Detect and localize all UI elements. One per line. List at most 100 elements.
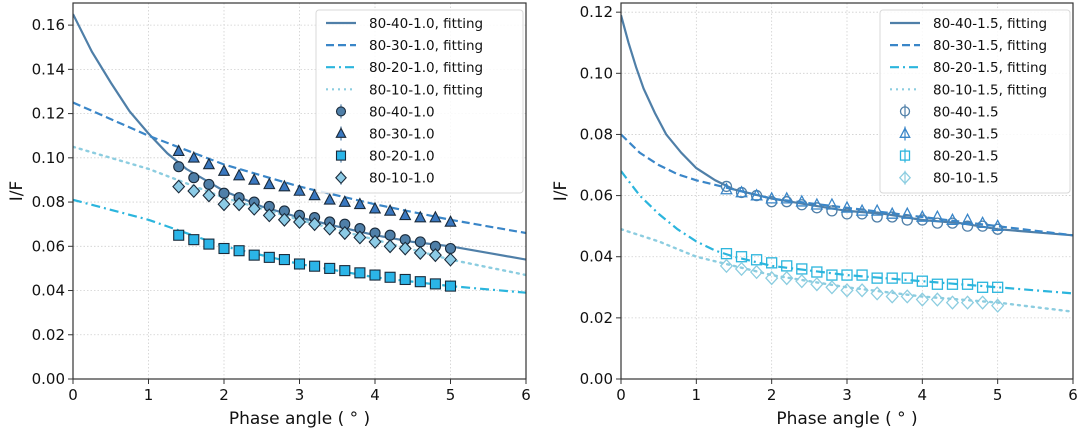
data-point	[233, 245, 245, 257]
data-point	[870, 286, 884, 301]
data-point	[338, 225, 352, 241]
legend-label: 80-30-1.5, fitting	[933, 38, 1047, 54]
data-point	[308, 217, 322, 232]
data-point	[323, 221, 337, 236]
x-tick-label: 6	[521, 386, 531, 404]
data-point	[810, 197, 824, 210]
data-point	[841, 269, 853, 281]
data-point	[203, 238, 215, 250]
data-point	[444, 215, 457, 227]
x-tick-label: 4	[918, 386, 928, 404]
data-point	[945, 295, 960, 310]
data-point	[263, 251, 275, 263]
y-tick-label: 0.08	[580, 125, 613, 143]
legend-label: 80-40-1.5, fitting	[933, 16, 1047, 32]
legend-label: 80-30-1.5	[933, 127, 999, 143]
data-point	[886, 272, 898, 284]
data-point	[353, 197, 367, 210]
data-point	[915, 292, 929, 307]
data-point	[293, 184, 306, 196]
data-point	[946, 278, 959, 290]
y-axis-label: I/F	[7, 181, 27, 202]
data-point	[916, 209, 929, 222]
data-point	[188, 234, 200, 246]
data-point	[232, 197, 246, 212]
x-axis-label: Phase angle ( ° )	[776, 409, 917, 429]
data-point	[339, 265, 351, 277]
data-point	[383, 203, 397, 216]
y-tick-label: 0.04	[32, 282, 65, 300]
data-point	[414, 236, 426, 248]
series-80-20-1.0	[173, 229, 457, 292]
data-point	[734, 261, 749, 277]
legend-label: 80-10-1.5, fitting	[933, 82, 1047, 98]
data-point	[263, 177, 276, 190]
legend-label: 80-20-1.0, fitting	[369, 60, 483, 76]
y-tick-label: 0.16	[32, 16, 65, 34]
data-point	[901, 272, 913, 284]
x-tick-label: 0	[68, 386, 78, 404]
data-point	[218, 187, 230, 199]
data-point	[765, 270, 779, 286]
data-point	[826, 269, 838, 281]
data-point	[735, 251, 748, 263]
data-point	[931, 217, 944, 229]
data-point	[398, 241, 412, 256]
data-point	[217, 197, 231, 212]
fit-line-80-20-1.5	[621, 170, 1073, 295]
legend-label: 80-20-1.5, fitting	[933, 60, 1047, 76]
data-point	[247, 201, 261, 216]
legend-label: 80-10-1.5	[933, 171, 999, 187]
y-tick-label: 0.08	[32, 193, 65, 211]
data-point	[750, 188, 763, 201]
legend-label: 80-30-1.0	[369, 127, 435, 143]
legend-label: 80-40-1.0, fitting	[369, 16, 483, 32]
x-tick-label: 4	[370, 386, 380, 404]
data-point	[278, 254, 290, 266]
series-80-10-1.0	[172, 179, 457, 267]
y-tick-label: 0.14	[32, 60, 65, 78]
data-point	[885, 206, 899, 219]
data-point	[840, 200, 854, 213]
data-point	[931, 278, 944, 290]
legend-marker-swatch	[899, 126, 911, 138]
data-point	[961, 212, 974, 225]
data-point	[991, 298, 1005, 313]
data-point	[429, 278, 441, 290]
x-tick-label: 3	[295, 386, 305, 404]
fit-line-80-30-1.5	[621, 133, 1073, 237]
data-point	[885, 289, 899, 304]
data-point	[766, 257, 778, 269]
x-tick-label: 1	[692, 386, 702, 404]
y-tick-label: 0.06	[32, 237, 65, 255]
data-point	[173, 229, 185, 241]
data-point	[780, 270, 794, 286]
legend-marker-swatch	[335, 106, 347, 117]
data-point	[796, 263, 808, 275]
legend-marker-swatch	[335, 171, 347, 185]
y-tick-label: 0.10	[32, 149, 65, 167]
x-tick-label: 6	[1068, 386, 1078, 404]
data-point	[187, 183, 201, 199]
data-point	[293, 258, 306, 270]
data-point	[841, 208, 853, 220]
data-point	[765, 191, 778, 204]
data-point	[750, 254, 763, 266]
data-point	[399, 208, 412, 221]
data-point	[202, 157, 216, 170]
data-point	[795, 194, 809, 207]
data-point	[173, 161, 185, 173]
data-point	[324, 262, 336, 274]
data-point	[368, 234, 382, 249]
y-tick-label: 0.00	[32, 370, 65, 388]
data-point	[780, 191, 794, 204]
data-point	[354, 267, 366, 279]
legend-marker-swatch	[898, 171, 912, 185]
data-point	[413, 245, 427, 260]
y-tick-label: 0.12	[580, 3, 613, 21]
data-point	[825, 197, 839, 210]
data-point	[172, 144, 185, 156]
data-point	[961, 220, 974, 232]
data-point	[931, 209, 944, 222]
legend-label: 80-20-1.5	[933, 149, 999, 165]
